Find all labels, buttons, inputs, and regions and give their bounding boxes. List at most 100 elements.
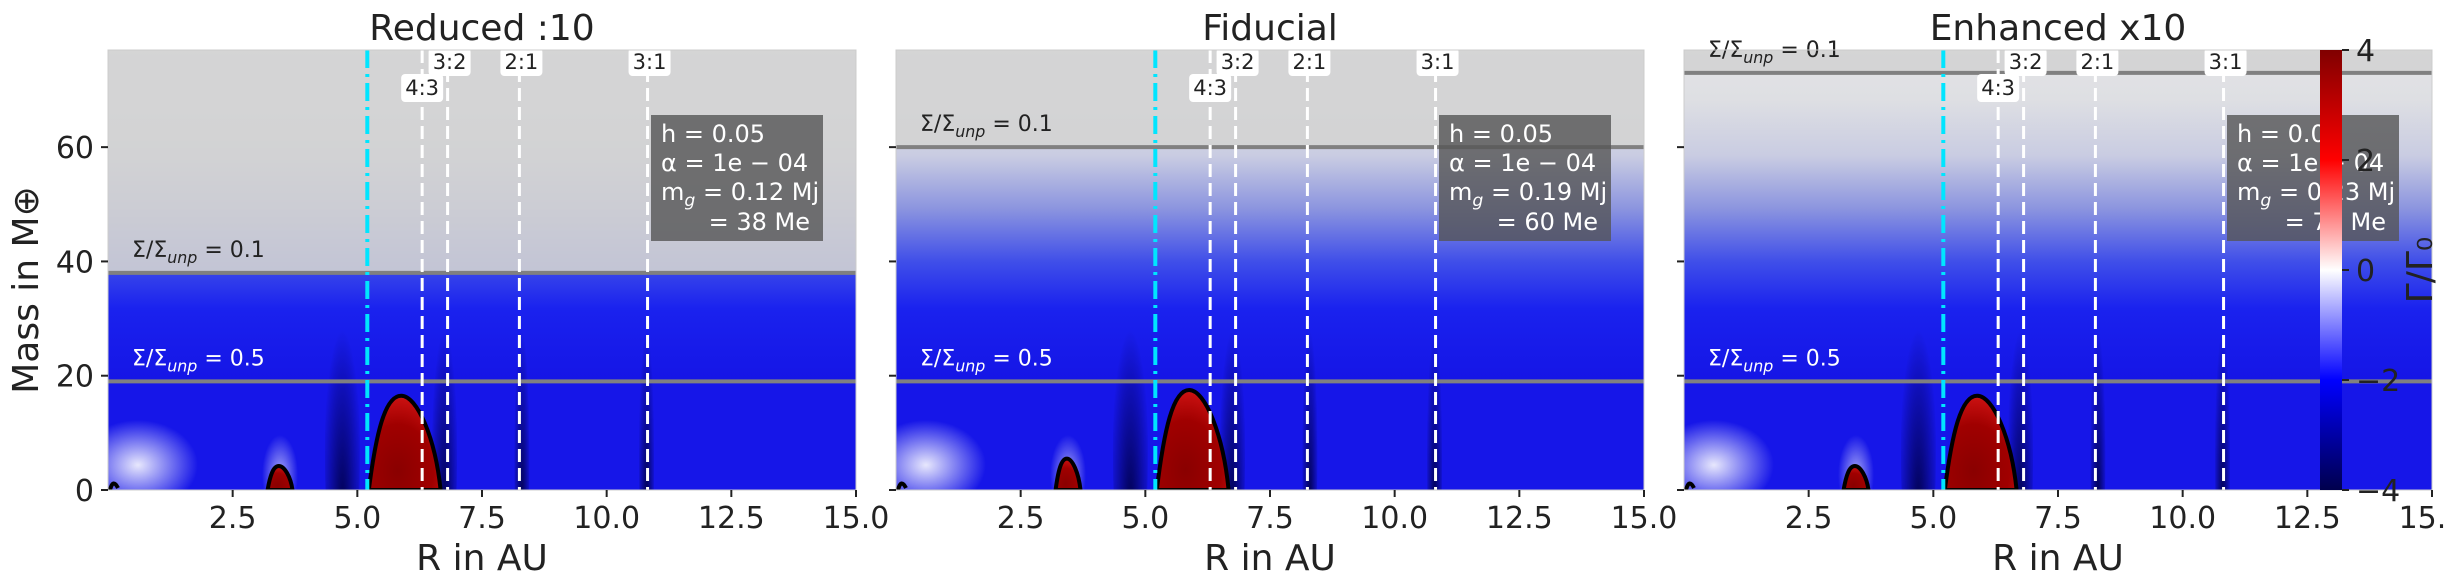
x-tick-label: 12.5 [1486, 501, 1553, 536]
panels: Σ/Σunp = 0.1Σ/Σunp = 0.54:33:2 2:1 3:1h = … [56, 8, 2448, 579]
resonance-label: 2:1 [1293, 50, 1327, 74]
x-axis-label: R in AU [1992, 538, 2124, 579]
x-tick-label: 12.5 [698, 501, 765, 536]
resonance-label-box [1189, 74, 1232, 102]
low-torque-patch [108, 420, 198, 490]
resonance-label: 3:1 [633, 50, 667, 74]
parameter-mg: mg = 0.12 Mj [661, 178, 819, 211]
resonance-label-box [428, 48, 471, 76]
positive-torque-region [1053, 456, 1083, 490]
heatmap-lower-band [108, 381, 856, 490]
x-tick-label: 5.0 [333, 501, 381, 536]
x-tick-label: 2.5 [1785, 501, 1833, 536]
colorbar-tick-label: 0 [2356, 254, 2375, 289]
resonance-label-box [1288, 48, 1331, 76]
resonance-label-box [401, 74, 444, 102]
dark-torque-stripe [432, 300, 458, 490]
x-tick-label: 7.5 [1246, 501, 1294, 536]
resonance-label: 3:2 [2009, 50, 2043, 74]
x-tick-label: 7.5 [2034, 501, 2082, 536]
x-tick-label: 2.5 [209, 501, 257, 536]
gap-level-label: Σ/Σunp = 0.5 [132, 346, 265, 375]
parameter-alpha: α = 1e − 04 [2237, 149, 2384, 177]
gap-level-label: Σ/Σunp = 0.1 [1708, 38, 1841, 67]
zero-contour-fragment [896, 481, 908, 490]
resonance-label: 3:2 [433, 50, 467, 74]
panel-title: Enhanced x10 [1930, 8, 2187, 49]
resonance-label-box [500, 48, 543, 76]
gap-level-label: Σ/Σunp = 0.5 [1708, 346, 1841, 375]
heatmap-lower-band [896, 381, 1644, 490]
x-tick-label: 2.5 [997, 501, 1045, 536]
zero-contour-fragment [1684, 481, 1696, 490]
resonance-label: 4:3 [1193, 76, 1227, 100]
dark-torque-stripe [2008, 300, 2034, 490]
resonance-label: 2:1 [2081, 50, 2115, 74]
x-tick-label: 15.0 [2399, 501, 2448, 536]
x-tick-label: 10.0 [2149, 501, 2216, 536]
x-tick-label: 7.5 [458, 501, 506, 536]
y-tick-label: 20 [56, 360, 94, 395]
colorbar-tick-label: 4 [2356, 34, 2375, 69]
colorbar-tick-label: −2 [2356, 364, 2400, 399]
parameter-box [651, 115, 823, 241]
y-tick-label: 40 [56, 245, 94, 280]
parameter-mg: mg = 0.19 Mj [1449, 178, 1607, 211]
resonance-label-box [2204, 48, 2247, 76]
parameter-me: = 60 Me [1497, 208, 1598, 236]
y-tick-label: 60 [56, 131, 94, 166]
gap-level-label: Σ/Σunp = 0.1 [132, 238, 265, 267]
heatmap-lower-band [1684, 381, 2432, 490]
y-axis-label: Mass in M⊕ [6, 186, 47, 394]
parameter-me: = 38 Me [709, 208, 810, 236]
low-torque-patch [1684, 420, 1774, 490]
resonance-label-box [1416, 48, 1459, 76]
parameter-h: h = 0.05 [661, 120, 765, 148]
panel: Σ/Σunp = 0.1 Σ/Σunp = 0.5 4:33:2 2:1 3:1 h = … [889, 8, 1678, 579]
resonance-label: 3:2 [1221, 50, 1255, 74]
resonance-label: 4:3 [1981, 76, 2015, 100]
positive-torque-region [1841, 463, 1871, 490]
gap-level-label: Σ/Σunp = 0.1 [920, 112, 1053, 141]
dark-torque-stripe [324, 300, 360, 490]
resonance-label-box [2004, 48, 2047, 76]
positive-torque-region [265, 463, 295, 490]
resonance-label-box [1216, 48, 1259, 76]
low-torque-patch [896, 420, 986, 490]
panel: Σ/Σunp = 0.1Σ/Σunp = 0.54:33:2 2:1 3:1h = … [1677, 8, 2448, 579]
resonance-label: 2:1 [505, 50, 539, 74]
resonance-label: 4:3 [405, 76, 439, 100]
parameter-box [1439, 115, 1611, 241]
y-tick-label: 0 [75, 474, 94, 509]
parameter-alpha: α = 1e − 04 [1449, 149, 1596, 177]
resonance-label: 3:1 [2209, 50, 2243, 74]
resonance-label-box [1977, 74, 2020, 102]
colorbar-tick-label: −4 [2356, 474, 2400, 509]
resonance-label-box [2076, 48, 2119, 76]
x-axis-label: R in AU [1204, 538, 1336, 579]
panel-title: Fiducial [1202, 8, 1338, 49]
parameter-alpha: α = 1e − 04 [661, 149, 808, 177]
x-tick-label: 5.0 [1121, 501, 1169, 536]
colorbar-label: Γ/Γ₀ [2400, 237, 2441, 304]
zero-contour-fragment [108, 481, 120, 490]
dark-torque-stripe [1220, 300, 1246, 490]
dark-torque-stripe [1900, 300, 1936, 490]
parameter-box [2227, 115, 2399, 241]
gap-level-label: Σ/Σunp = 0.5 [920, 346, 1053, 375]
x-tick-label: 15.0 [823, 501, 890, 536]
parameter-h: h = 0.05 [1449, 120, 1553, 148]
x-tick-label: 10.0 [573, 501, 640, 536]
resonance-label: 3:1 [1421, 50, 1455, 74]
colorbar: 4 2 0 −2 −4 Γ/Γ₀ [2320, 34, 2441, 509]
dark-torque-stripe [1112, 300, 1148, 490]
plot-area [896, 50, 1644, 490]
panel-title: Reduced :10 [369, 8, 594, 49]
resonance-label-box [628, 48, 671, 76]
x-tick-label: 12.5 [2274, 501, 2341, 536]
x-tick-label: 10.0 [1361, 501, 1428, 536]
x-tick-label: 15.0 [1611, 501, 1678, 536]
panel: Σ/Σunp = 0.1 Σ/Σunp = 0.5 4:33:2 2:1 3:1 h = … [56, 8, 890, 579]
colorbar-tick-label: 2 [2356, 144, 2375, 179]
